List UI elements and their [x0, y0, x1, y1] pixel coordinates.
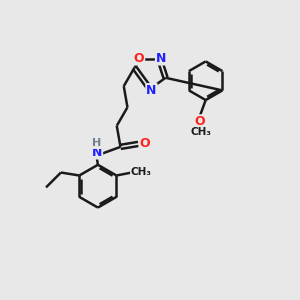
Text: H: H [92, 138, 102, 148]
Text: CH₃: CH₃ [191, 127, 212, 137]
Text: N: N [92, 146, 102, 158]
Text: O: O [134, 52, 144, 64]
Text: N: N [156, 52, 166, 64]
Text: CH₃: CH₃ [131, 167, 152, 177]
Text: N: N [146, 84, 157, 97]
Text: O: O [194, 115, 205, 128]
Text: O: O [140, 137, 150, 150]
